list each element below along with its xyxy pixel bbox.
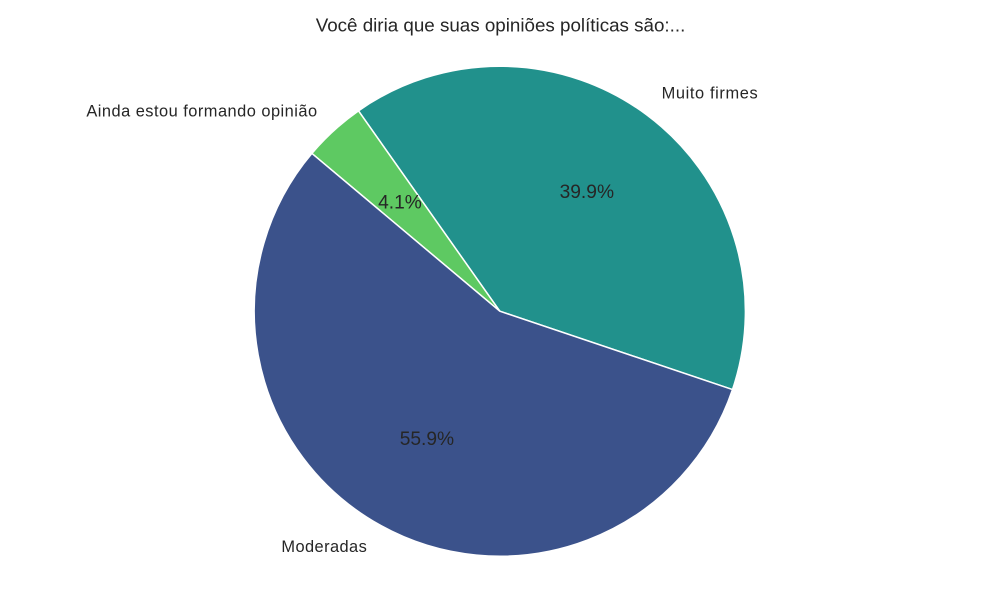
svg-text:4.1%: 4.1% — [378, 193, 422, 214]
svg-text:55.9%: 55.9% — [400, 429, 454, 450]
svg-text:39.9%: 39.9% — [560, 182, 614, 203]
svg-text:Moderadas: Moderadas — [281, 538, 367, 556]
svg-text:Você diria que suas opiniões p: Você diria que suas opiniões políticas s… — [316, 14, 686, 35]
svg-text:Muito firmes: Muito firmes — [662, 84, 759, 102]
svg-text:Ainda estou formando opinião: Ainda estou formando opinião — [86, 103, 317, 121]
